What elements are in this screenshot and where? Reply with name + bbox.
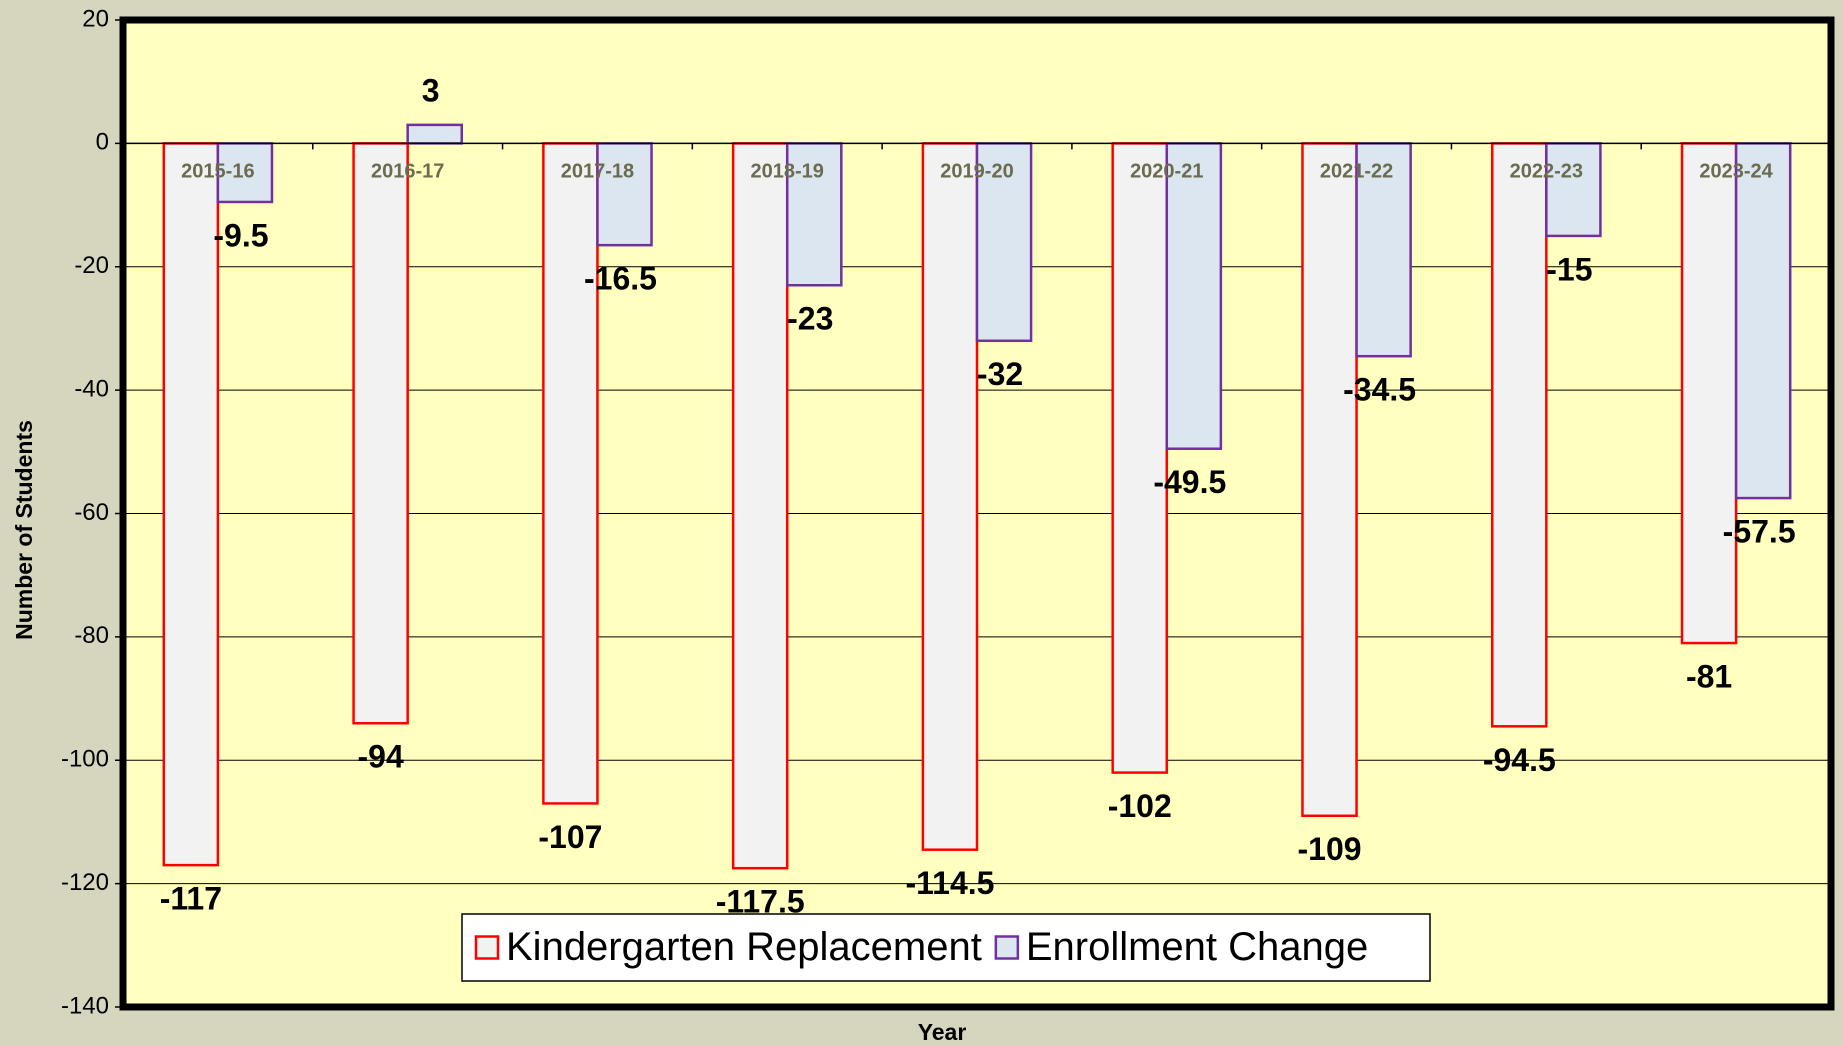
bar (1355, 142, 1412, 358)
y-tick-label: -80 (74, 622, 109, 649)
legend-swatch (474, 935, 500, 960)
bar (1734, 142, 1792, 500)
bar (406, 123, 464, 145)
x-tick-label: 2019-20 (940, 161, 1013, 183)
bar (596, 142, 653, 247)
data-label: -23 (787, 301, 833, 337)
bar (1490, 142, 1548, 728)
bar (1165, 142, 1223, 450)
x-axis-title: Year (918, 1019, 967, 1045)
data-label: -34.5 (1343, 372, 1416, 408)
data-label: -16.5 (584, 261, 657, 297)
y-tick-label: -60 (74, 499, 109, 526)
y-tick-label: 20 (82, 5, 109, 32)
data-label: -49.5 (1153, 464, 1226, 500)
bar (1111, 142, 1169, 774)
data-label: -57.5 (1723, 514, 1796, 550)
bar (1680, 142, 1738, 645)
x-tick-label: 2022-23 (1510, 161, 1583, 183)
y-axis-title: Number of Students (11, 420, 37, 640)
y-tick-label: -100 (61, 746, 109, 773)
data-label: -15 (1546, 251, 1592, 287)
y-tick-label: -120 (61, 869, 109, 896)
x-tick-label: 2021-22 (1320, 161, 1393, 183)
data-label: -81 (1686, 658, 1732, 694)
bar (731, 142, 789, 870)
x-tick-label: 2017-18 (561, 161, 634, 183)
x-tick-label: 2020-21 (1130, 161, 1203, 183)
bar (352, 142, 409, 725)
data-label: -9.5 (213, 217, 268, 253)
data-label: -109 (1297, 831, 1361, 867)
data-label: -114.5 (905, 865, 994, 901)
data-label: -107 (538, 819, 602, 855)
y-tick-label: -140 (61, 992, 109, 1019)
x-tick-label: 2015-16 (181, 161, 254, 183)
bar (785, 142, 843, 287)
bar (542, 142, 599, 805)
data-label: 3 (422, 72, 440, 108)
bar (921, 142, 979, 851)
data-label: -117 (160, 881, 222, 917)
legend-label: Enrollment Change (1026, 925, 1368, 969)
y-tick-label: -20 (74, 252, 109, 279)
y-tick-label: 0 (96, 129, 109, 156)
bar (1545, 142, 1602, 238)
data-label: -32 (977, 356, 1023, 392)
bar (162, 142, 220, 867)
data-label: -102 (1108, 788, 1172, 824)
x-tick-label: 2018-19 (751, 161, 824, 183)
bar (1301, 142, 1358, 818)
legend-swatch (994, 935, 1020, 960)
legend-box (461, 913, 1431, 982)
legend-label: Kindergarten Replacement (506, 925, 982, 969)
y-tick-label: -40 (74, 375, 109, 402)
plot-border (119, 16, 1835, 1011)
bar (216, 142, 274, 204)
x-tick-label: 2016-17 (371, 161, 444, 183)
data-label: -94.5 (1483, 742, 1556, 778)
bar (975, 142, 1033, 343)
x-tick-label: 2023-24 (1699, 161, 1773, 183)
data-label: -94 (357, 739, 403, 775)
